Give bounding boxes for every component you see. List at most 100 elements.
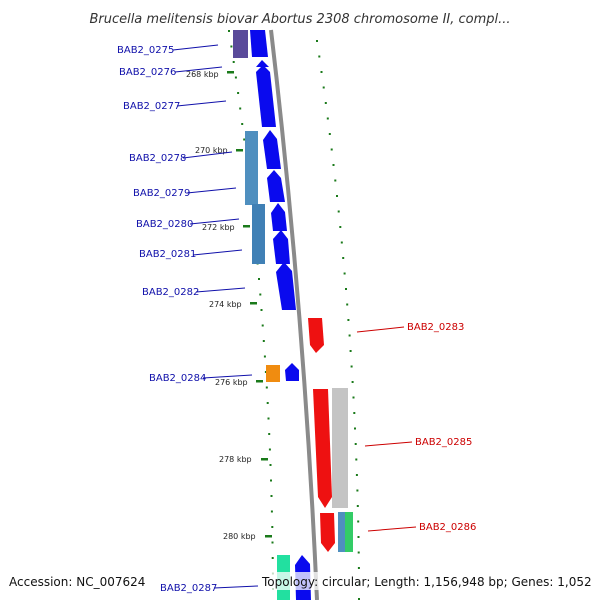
scale-dot bbox=[230, 45, 233, 48]
scale-dot bbox=[320, 71, 323, 73]
scale-dot bbox=[228, 30, 230, 32]
gene-arrow-bab2-0277[interactable] bbox=[256, 65, 276, 127]
scale-dot bbox=[239, 107, 242, 110]
scale-dot bbox=[271, 541, 274, 544]
gene-arrow-bab2-0280[interactable] bbox=[271, 203, 287, 231]
scale-dot bbox=[351, 381, 354, 383]
kbp-label-268: 268 kbp bbox=[186, 70, 219, 79]
scale-dot bbox=[243, 138, 246, 141]
kbp-tick-274 bbox=[250, 302, 257, 305]
leader-lines-plus bbox=[356, 326, 417, 532]
gene-label-bab2-0281[interactable]: BAB2_0281 bbox=[139, 249, 196, 260]
gene-label-bab2-0285[interactable]: BAB2_0285 bbox=[415, 437, 472, 448]
scale-dot bbox=[347, 319, 350, 321]
cog-blocks-right bbox=[332, 388, 353, 552]
scale-dot bbox=[264, 371, 267, 373]
scale-dot bbox=[316, 40, 318, 42]
leader-bab2-0283 bbox=[356, 326, 405, 333]
scale-dot bbox=[352, 396, 355, 399]
leader-bab2-0277 bbox=[176, 100, 227, 107]
kbp-label-276: 276 kbp bbox=[215, 378, 248, 387]
cog-block-green bbox=[345, 512, 353, 552]
scale-dot bbox=[330, 148, 333, 151]
leader-lines-minus bbox=[172, 44, 259, 589]
gene-label-bab2-0275[interactable]: BAB2_0275 bbox=[117, 45, 174, 56]
scale-dot bbox=[322, 86, 325, 89]
leader-bab2-0275 bbox=[172, 44, 219, 51]
scale-dot bbox=[268, 448, 271, 451]
chromosome-backbone bbox=[269, 29, 319, 600]
gene-label-bab2-0284[interactable]: BAB2_0284 bbox=[149, 373, 206, 384]
gene-label-bab2-0280[interactable]: BAB2_0280 bbox=[136, 219, 193, 230]
kbp-tick-278 bbox=[261, 458, 268, 461]
gene-label-bab2-0279[interactable]: BAB2_0279 bbox=[133, 188, 190, 199]
kbp-labels: 268 kbp 270 kbp 272 kbp 274 kbp 276 kbp … bbox=[186, 70, 256, 541]
scale-dot bbox=[350, 365, 353, 368]
gene-labels-minus: BAB2_0275 BAB2_0276 BAB2_0277 BAB2_0278 … bbox=[117, 45, 217, 594]
scale-dot bbox=[241, 123, 244, 125]
scale-dot bbox=[234, 76, 237, 79]
scale-dot bbox=[343, 272, 346, 275]
cog-block-grey bbox=[332, 388, 348, 508]
gene-arrow-bab2-0276[interactable] bbox=[256, 60, 269, 67]
leader-bab2-0282 bbox=[195, 287, 246, 293]
gene-label-bab2-0277[interactable]: BAB2_0277 bbox=[123, 101, 180, 112]
scale-dot bbox=[349, 350, 352, 352]
leader-bab2-0284 bbox=[202, 374, 253, 379]
scale-dot bbox=[318, 55, 321, 58]
leader-bab2-0287 bbox=[213, 585, 259, 589]
gene-arrow-bab2-0275[interactable] bbox=[250, 30, 268, 57]
footer-summary: Topology: circular; Length: 1,156,948 bp… bbox=[261, 575, 592, 589]
scale-dot bbox=[342, 257, 345, 259]
gene-label-bab2-0287[interactable]: BAB2_0287 bbox=[160, 583, 217, 594]
scale-dot bbox=[345, 288, 347, 290]
scale-dot bbox=[237, 92, 240, 94]
scale-dot bbox=[269, 464, 272, 466]
gene-arrow-bab2-0279[interactable] bbox=[267, 170, 285, 202]
scale-dot bbox=[265, 386, 268, 389]
scale-dot bbox=[357, 551, 360, 554]
leader-bab2-0286 bbox=[367, 526, 417, 532]
kbp-label-272: 272 kbp bbox=[202, 223, 235, 232]
kbp-label-280: 280 kbp bbox=[223, 532, 256, 541]
scale-dot bbox=[348, 334, 351, 337]
cog-block-steelblue-lower bbox=[252, 204, 265, 264]
scale-dot bbox=[263, 355, 266, 358]
gene-arrow-bab2-0282[interactable] bbox=[276, 262, 296, 310]
scale-dot bbox=[266, 402, 269, 404]
kbp-ticks bbox=[227, 71, 272, 538]
scale-dot bbox=[355, 474, 358, 476]
leader-bab2-0285 bbox=[364, 441, 413, 447]
scale-dot bbox=[357, 520, 360, 523]
scale-dot bbox=[346, 303, 349, 306]
scale-dot bbox=[336, 195, 338, 197]
scale-dot bbox=[267, 417, 270, 420]
cog-block-orange bbox=[266, 365, 280, 382]
scale-dot bbox=[357, 567, 360, 569]
scale-dot bbox=[337, 210, 340, 213]
scale-dot bbox=[356, 489, 359, 492]
gene-arrow-bab2-0281[interactable] bbox=[273, 230, 290, 264]
footer-summary-backdrop bbox=[258, 572, 594, 590]
gene-arrow-bab2-0278[interactable] bbox=[263, 130, 281, 169]
cog-block-steelblue bbox=[245, 131, 258, 205]
scale-dot bbox=[339, 226, 342, 228]
gene-arrow-bab2-0283[interactable] bbox=[308, 318, 324, 353]
scale-dot bbox=[324, 102, 327, 104]
gene-label-bab2-0278[interactable]: BAB2_0278 bbox=[129, 153, 186, 164]
scale-dot bbox=[268, 433, 271, 435]
gene-label-bab2-0283[interactable]: BAB2_0283 bbox=[407, 322, 464, 333]
scale-dot bbox=[353, 412, 356, 414]
kbp-tick-270 bbox=[236, 149, 243, 152]
gene-arrow-bab2-0286[interactable] bbox=[320, 513, 335, 552]
footer-accession: Accession: NC_007624 bbox=[9, 575, 145, 589]
scale-dot bbox=[271, 557, 274, 559]
gene-arrow-bab2-0285[interactable] bbox=[313, 389, 332, 508]
scale-dot bbox=[270, 510, 273, 513]
kbp-tick-272 bbox=[243, 225, 250, 228]
gene-label-bab2-0282[interactable]: BAB2_0282 bbox=[142, 287, 199, 298]
gene-label-bab2-0286[interactable]: BAB2_0286 bbox=[419, 522, 476, 533]
gene-label-bab2-0276[interactable]: BAB2_0276 bbox=[119, 67, 176, 78]
leader-bab2-0281 bbox=[192, 249, 243, 256]
gene-arrow-bab2-0284[interactable] bbox=[285, 363, 299, 381]
